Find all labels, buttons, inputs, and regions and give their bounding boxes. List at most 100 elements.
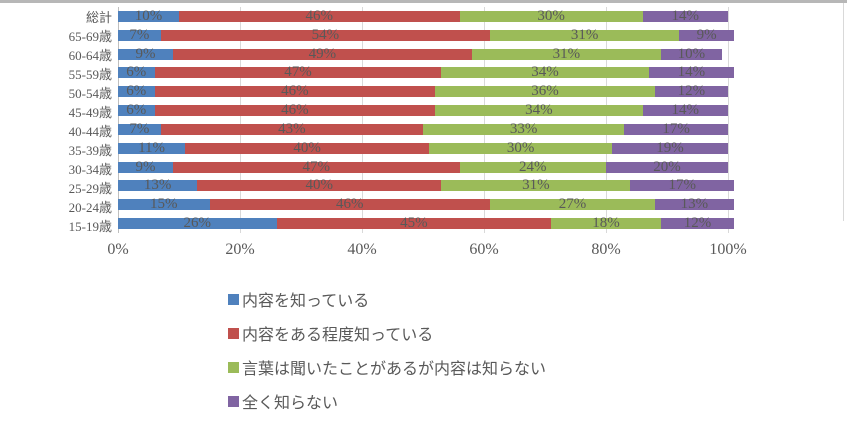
segment-label: 46% — [281, 102, 309, 119]
stacked-bar: 6% 46% 34% 14% — [118, 102, 728, 119]
plot-area: 10% 46% 30% 14% 7% 54% 31% 9% 9% 49% 31% 10% 6% 47% 34… — [118, 7, 735, 233]
legend-item: 内容を知っている — [228, 282, 546, 316]
bar-segment: 46% — [154, 102, 436, 119]
bar-segment: 14% — [642, 7, 728, 24]
segment-label: 20% — [653, 158, 681, 175]
bar-segment: 47% — [172, 159, 460, 174]
category-label: 20-24歳 — [68, 200, 112, 215]
legend-item: 言葉は聞いたことがあるが内容は知らない — [228, 350, 546, 384]
bar-segment: 6% — [118, 102, 155, 119]
bar-segment: 47% — [154, 65, 442, 80]
category-label: 総計 — [85, 10, 112, 25]
legend-label: 全く知らない — [242, 395, 339, 412]
bar-segment: 12% — [660, 215, 735, 232]
segment-label: 31% — [522, 177, 550, 194]
segment-label: 19% — [656, 139, 684, 156]
bar-segment: 31% — [471, 46, 661, 61]
legend-label: 言葉は聞いたことがあるが内容は知らない — [242, 361, 547, 378]
category-label: 15-19歳 — [68, 219, 112, 234]
category-label: 45-49歳 — [68, 105, 112, 120]
bar-segment: 34% — [441, 65, 649, 80]
segment-label: 10% — [677, 45, 706, 62]
legend-swatch-icon — [228, 361, 239, 373]
bar-segment: 26% — [118, 215, 277, 232]
segment-label: 46% — [281, 83, 309, 100]
category-label: 30-34歳 — [68, 162, 112, 177]
segment-label: 17% — [662, 120, 690, 137]
bar-row: 6% 47% 34% 14% — [118, 63, 735, 82]
bar-row: 15% 46% 27% 13% — [118, 195, 735, 214]
bar-row: 7% 43% 33% 17% — [118, 120, 728, 139]
bar-row: 9% 47% 24% 20% — [118, 158, 728, 177]
bar-rows: 10% 46% 30% 14% 7% 54% 31% 9% 9% 49% 31% 10% 6% 47% 34… — [118, 7, 735, 233]
grid-line — [728, 7, 729, 233]
stacked-bar: 7% 43% 33% 17% — [118, 120, 728, 137]
stacked-bar: 9% 47% 24% 20% — [118, 158, 728, 175]
bar-segment: 31% — [441, 177, 631, 194]
category-label: 40-44歳 — [68, 124, 112, 139]
segment-label: 6% — [126, 102, 147, 119]
bar-row: 9% 49% 31% 10% — [118, 45, 728, 64]
bar-segment: 54% — [160, 26, 491, 43]
bar-segment: 27% — [490, 196, 655, 213]
y-axis-category-labels: 総計 65-69歳 60-64歳 55-59歳 50-54歳 45-49歳 40-44歳 35… — [0, 7, 112, 234]
bar-segment: 11% — [118, 139, 186, 156]
bar-segment: 45% — [276, 215, 552, 232]
legend-swatch-icon — [228, 395, 239, 407]
segment-label: 43% — [278, 120, 306, 137]
bar-segment: 9% — [118, 46, 173, 61]
segment-label: 49% — [308, 45, 337, 62]
stacked-bar: 11% 40% 30% 19% — [118, 139, 728, 156]
segment-label: 12% — [677, 83, 706, 100]
segment-label: 12% — [683, 215, 712, 232]
bar-segment: 18% — [551, 215, 661, 232]
bar-segment: 46% — [209, 196, 491, 213]
bar-segment: 33% — [422, 120, 625, 137]
bar-segment: 30% — [429, 139, 613, 156]
bar-row: 6% 46% 36% 12% — [118, 82, 728, 101]
segment-label: 17% — [668, 177, 696, 194]
segment-label: 46% — [305, 7, 334, 24]
bar-row: 7% 54% 31% 9% — [118, 26, 735, 45]
segment-label: 6% — [126, 83, 147, 100]
segment-label: 33% — [509, 120, 538, 137]
segment-label: 30% — [506, 139, 535, 156]
bar-segment: 31% — [490, 26, 680, 43]
stacked-bar: 6% 47% 34% 14% — [118, 64, 735, 81]
segment-label: 54% — [311, 26, 340, 43]
bar-segment: 43% — [160, 120, 423, 137]
bar-segment: 15% — [118, 197, 210, 212]
segment-label: 45% — [400, 215, 428, 232]
segment-label: 18% — [592, 215, 620, 232]
segment-label: 10% — [134, 7, 163, 24]
bar-segment: 7% — [118, 121, 161, 136]
segment-label: 11% — [138, 139, 166, 156]
segment-label: 26% — [183, 215, 212, 232]
stacked-bar: 26% 45% 18% 12% — [118, 215, 735, 232]
segment-label: 14% — [671, 7, 700, 24]
bar-segment: 9% — [118, 159, 173, 174]
stacked-bar: 9% 49% 31% 10% — [118, 45, 728, 62]
bar-segment: 46% — [154, 83, 436, 100]
legend-label: 内容を知っている — [242, 293, 370, 310]
legend-swatch-icon — [228, 293, 239, 305]
segment-label: 46% — [336, 196, 364, 213]
segment-label: 9% — [696, 26, 717, 43]
segment-label: 36% — [531, 83, 559, 100]
bar-row: 11% 40% 30% 19% — [118, 139, 728, 158]
bar-segment: 34% — [435, 103, 643, 118]
grid-line — [240, 7, 241, 233]
bar-segment: 30% — [459, 8, 643, 23]
x-tick-label: 100% — [709, 241, 747, 258]
segment-label: 14% — [677, 64, 706, 81]
bar-segment: 36% — [435, 83, 655, 100]
bar-segment: 49% — [172, 45, 472, 62]
segment-label: 13% — [680, 196, 709, 213]
legend-item: 全く知らない — [228, 384, 546, 418]
stacked-bar: 7% 54% 31% 9% — [118, 26, 735, 43]
x-tick-label: 20% — [225, 241, 255, 258]
segment-label: 31% — [570, 26, 599, 43]
segment-label: 6% — [126, 64, 147, 81]
segment-label: 27% — [558, 196, 587, 213]
legend-label: 内容をある程度知っている — [242, 327, 434, 344]
